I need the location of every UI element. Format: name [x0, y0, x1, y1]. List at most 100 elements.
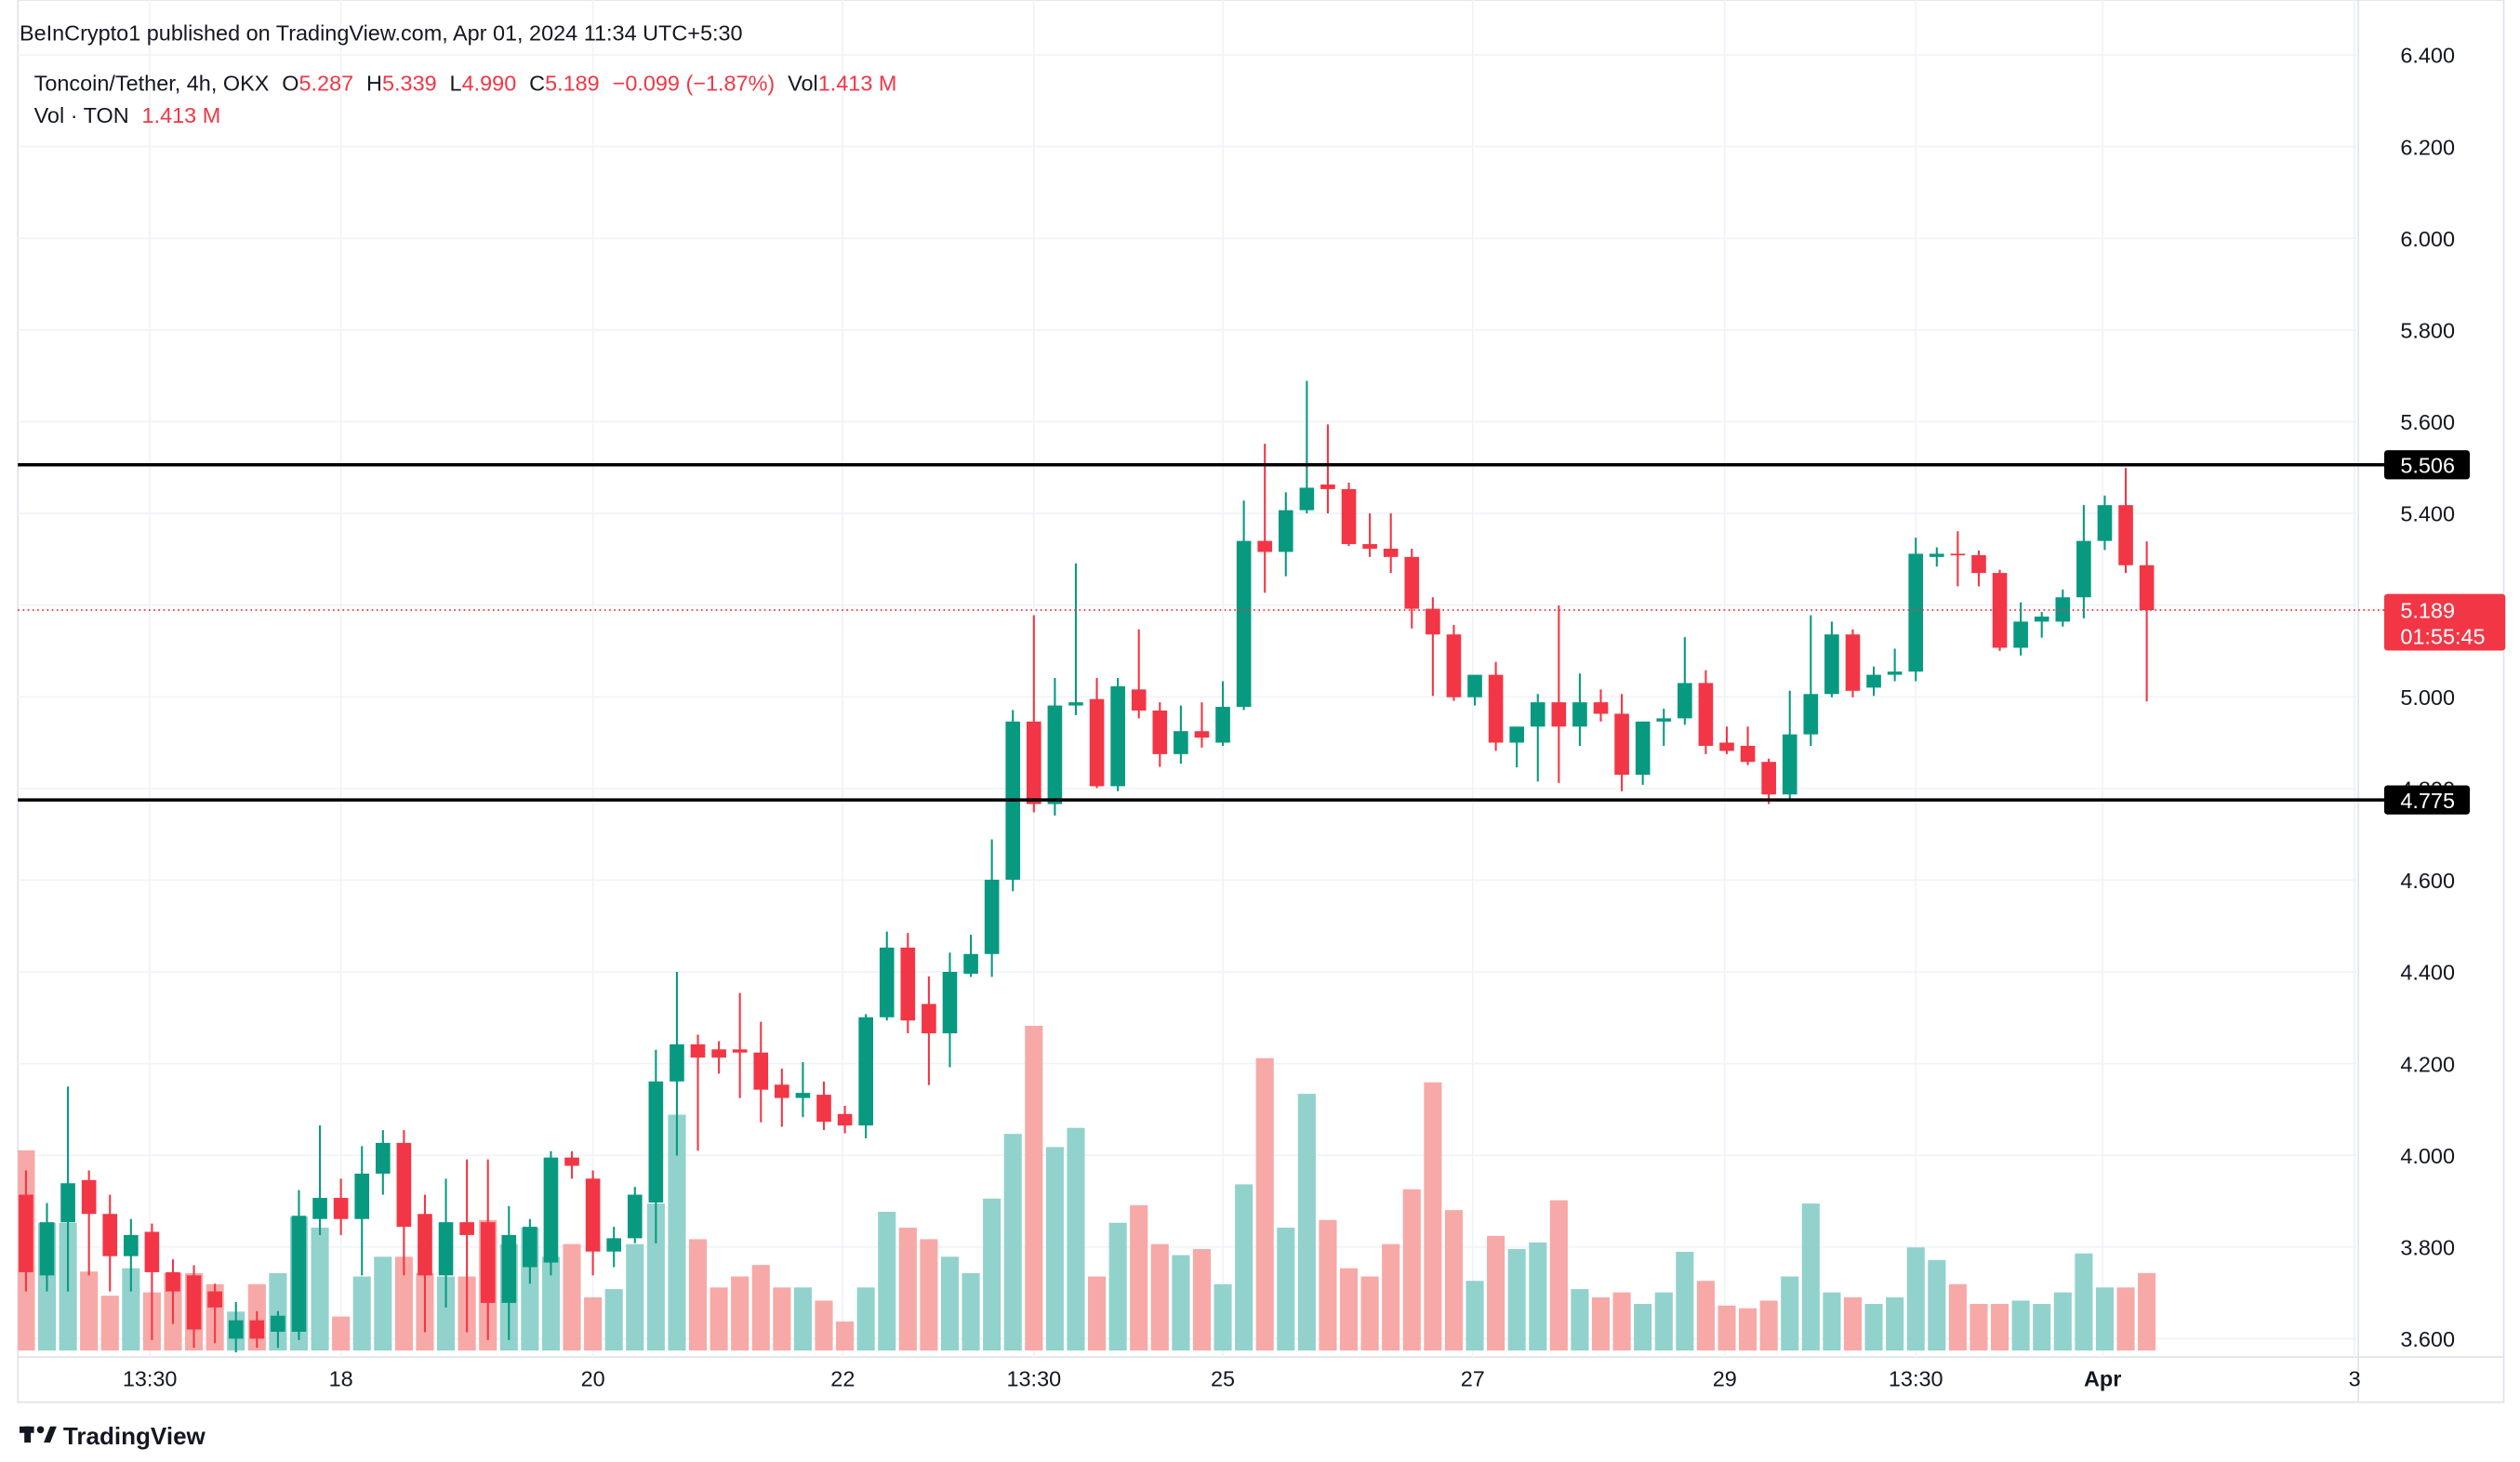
candle-body [1761, 762, 1776, 795]
volume-bar [1864, 1304, 1883, 1351]
candle-body [396, 1142, 412, 1228]
candle-body [124, 1234, 139, 1256]
volume-bar [1277, 1228, 1295, 1351]
y-tick-label: 3.600 [2400, 1327, 2455, 1351]
ohlc-value: 5.189 [545, 71, 600, 95]
candle-body [816, 1095, 831, 1123]
volume-bar [584, 1296, 603, 1351]
volume-bar [1801, 1203, 1820, 1351]
volume-bar [2011, 1300, 2030, 1351]
candle-body [2076, 540, 2091, 598]
candle-body [1131, 689, 1147, 711]
candle-body [81, 1179, 97, 1215]
volume-bar [878, 1211, 896, 1351]
volume-bar [2075, 1253, 2093, 1351]
volume-bar [1067, 1127, 1085, 1351]
volume-bar [1948, 1283, 1967, 1351]
volume-bar [962, 1272, 980, 1351]
plot-area [18, 380, 2156, 1353]
candle-body [690, 1043, 706, 1058]
volume-bar [710, 1287, 728, 1351]
chart-frame [17, 0, 2505, 1403]
vol-label: Vol [788, 71, 818, 95]
candle-body [1824, 634, 1839, 695]
y-tick-label: 5.800 [2400, 319, 2455, 343]
candle-body [144, 1231, 160, 1272]
volume-bar [1003, 1134, 1022, 1351]
x-tick-label: Apr [2084, 1366, 2121, 1390]
level-label-box [2383, 785, 2471, 815]
candle-body [543, 1157, 559, 1263]
candle-body [1971, 554, 1986, 574]
volume-bar [1634, 1304, 1652, 1351]
volume-bar [1843, 1296, 1863, 1351]
volume-bar [2053, 1292, 2072, 1351]
candle-body [1656, 718, 1672, 722]
volume-bar [1255, 1057, 1274, 1351]
volume-bar [1108, 1222, 1127, 1351]
y-tick-label: 4.400 [2400, 961, 2455, 985]
volume-bar [1235, 1184, 1253, 1351]
candle-body [2097, 505, 2113, 541]
volume-bar [122, 1268, 140, 1351]
candle-body [1152, 711, 1168, 754]
candle-body [900, 947, 916, 1021]
x-tick-label: 13:30 [1006, 1366, 1061, 1390]
volume-bar [1739, 1308, 1757, 1351]
candle-body [711, 1049, 726, 1058]
volume-bar [626, 1243, 644, 1351]
ohlc-value: 5.287 [299, 71, 354, 95]
brand-logo [19, 1426, 57, 1443]
volume-bar [1192, 1249, 1212, 1351]
candle-body [1887, 671, 1903, 675]
volume-bar [1507, 1249, 1526, 1351]
y-tick-label: 6.000 [2400, 227, 2455, 251]
candle-body [1593, 702, 1609, 714]
last-price-label: 5.189 [2400, 599, 2455, 623]
candle-body [753, 1052, 769, 1090]
volume-bar [1025, 1026, 1043, 1351]
candle-body [1908, 553, 1924, 672]
candle-body [1215, 707, 1230, 743]
volume-bar [1970, 1304, 1988, 1351]
candle-body [1068, 702, 1083, 706]
candle-body [1257, 540, 1273, 552]
candle-body [795, 1093, 811, 1098]
candle-body [1530, 702, 1545, 727]
x-tick-label: 18 [329, 1366, 353, 1390]
ohlc-value: 5.339 [382, 71, 437, 95]
countdown-label: 01:55:45 [2400, 625, 2485, 649]
candle-body [1803, 694, 1819, 735]
y-tick-label: 6.400 [2400, 44, 2455, 68]
candle-body [249, 1320, 265, 1339]
candle-body [1404, 556, 1420, 609]
y-tick-label: 4.200 [2400, 1052, 2455, 1076]
published-note: BeInCrypto1 published on TradingView.com… [20, 20, 743, 45]
y-tick-label: 6.200 [2400, 135, 2455, 159]
candle-body [1341, 488, 1357, 545]
candle-body [1426, 608, 1440, 635]
volume-bar [773, 1287, 791, 1351]
candle-body [166, 1271, 180, 1292]
volume-bar [1991, 1304, 2009, 1351]
symbol-legend: Toncoin/Tether, 4h, OKX O5.287 H5.339 L4.99… [34, 71, 897, 95]
volume-bar [1886, 1296, 1904, 1351]
ohlc-label: H [366, 71, 382, 95]
candle-body [523, 1227, 537, 1268]
volume-bar [394, 1256, 413, 1351]
y-tick-label: 5.600 [2400, 410, 2455, 434]
candle-body [480, 1222, 496, 1303]
candle-body [1719, 742, 1734, 751]
candle-body [564, 1157, 579, 1166]
volume-bar [940, 1256, 960, 1351]
candle-body [1299, 487, 1315, 511]
volume-bar [1172, 1255, 1190, 1351]
candle-body [459, 1222, 474, 1235]
candle-body [1194, 731, 1210, 738]
candle-body [312, 1198, 327, 1219]
symbol: Toncoin/Tether, 4h, OKX [34, 71, 270, 95]
volume-bar [856, 1287, 875, 1351]
volume-bar [815, 1300, 833, 1351]
volume-bar [1297, 1094, 1316, 1351]
